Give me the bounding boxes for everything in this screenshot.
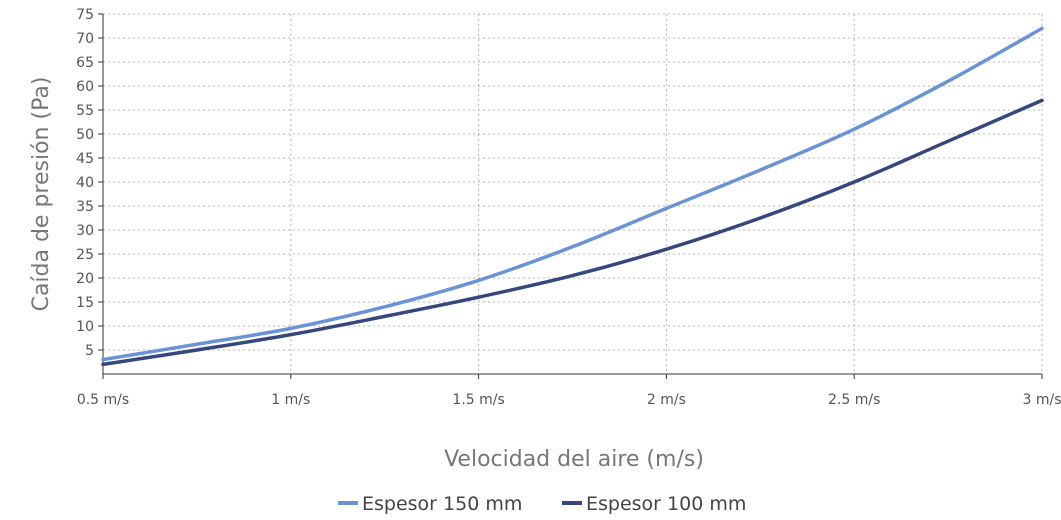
x-tick-label: 0.5 m/s [77, 392, 129, 408]
x-tick-label: 2 m/s [647, 392, 686, 408]
series-line-150mm [101, 26, 1044, 362]
y-tick-label: 10 [76, 319, 94, 335]
legend: Espesor 150 mm Espesor 100 mm [338, 493, 746, 515]
x-tick-labels: 0.5 m/s 1 m/s 1.5 m/s 2 m/s 2.5 m/s 3 m/s [77, 374, 1061, 408]
y-tick-label: 30 [76, 223, 94, 239]
series-line-100mm [101, 98, 1044, 367]
y-tick-label: 35 [76, 199, 94, 215]
y-axis-title: Caída de presión (Pa) [29, 77, 54, 312]
legend-label-100mm: Espesor 100 mm [586, 493, 746, 515]
legend-label-150mm: Espesor 150 mm [362, 493, 522, 515]
y-tick-label: 50 [76, 127, 94, 143]
grid-lines [103, 13, 1043, 374]
x-tick-label: 1.5 m/s [452, 392, 504, 408]
y-tick-label: 60 [76, 79, 94, 95]
x-tick-label: 1 m/s [271, 392, 310, 408]
legend-item-150mm[interactable]: Espesor 150 mm [338, 493, 522, 515]
y-tick-label: 40 [76, 175, 94, 191]
legend-item-100mm[interactable]: Espesor 100 mm [562, 493, 746, 515]
y-tick-label: 15 [76, 295, 94, 311]
y-tick-label: 20 [76, 271, 94, 287]
x-tick-label: 3 m/s [1022, 392, 1061, 408]
y-tick-label: 55 [76, 103, 94, 119]
y-tick-label: 70 [76, 31, 94, 47]
y-tick-labels: 5 10 15 20 25 30 35 40 45 50 55 60 65 70 75 [76, 7, 103, 359]
y-tick-label: 45 [76, 151, 94, 167]
y-tick-label: 75 [76, 7, 94, 23]
y-tick-label: 5 [85, 343, 94, 359]
y-tick-label: 65 [76, 55, 94, 71]
y-tick-label: 25 [76, 247, 94, 263]
axes [102, 14, 1042, 375]
series-lines [101, 26, 1044, 367]
x-axis-title: Velocidad del aire (m/s) [444, 447, 704, 472]
x-tick-label: 2.5 m/s [828, 392, 880, 408]
